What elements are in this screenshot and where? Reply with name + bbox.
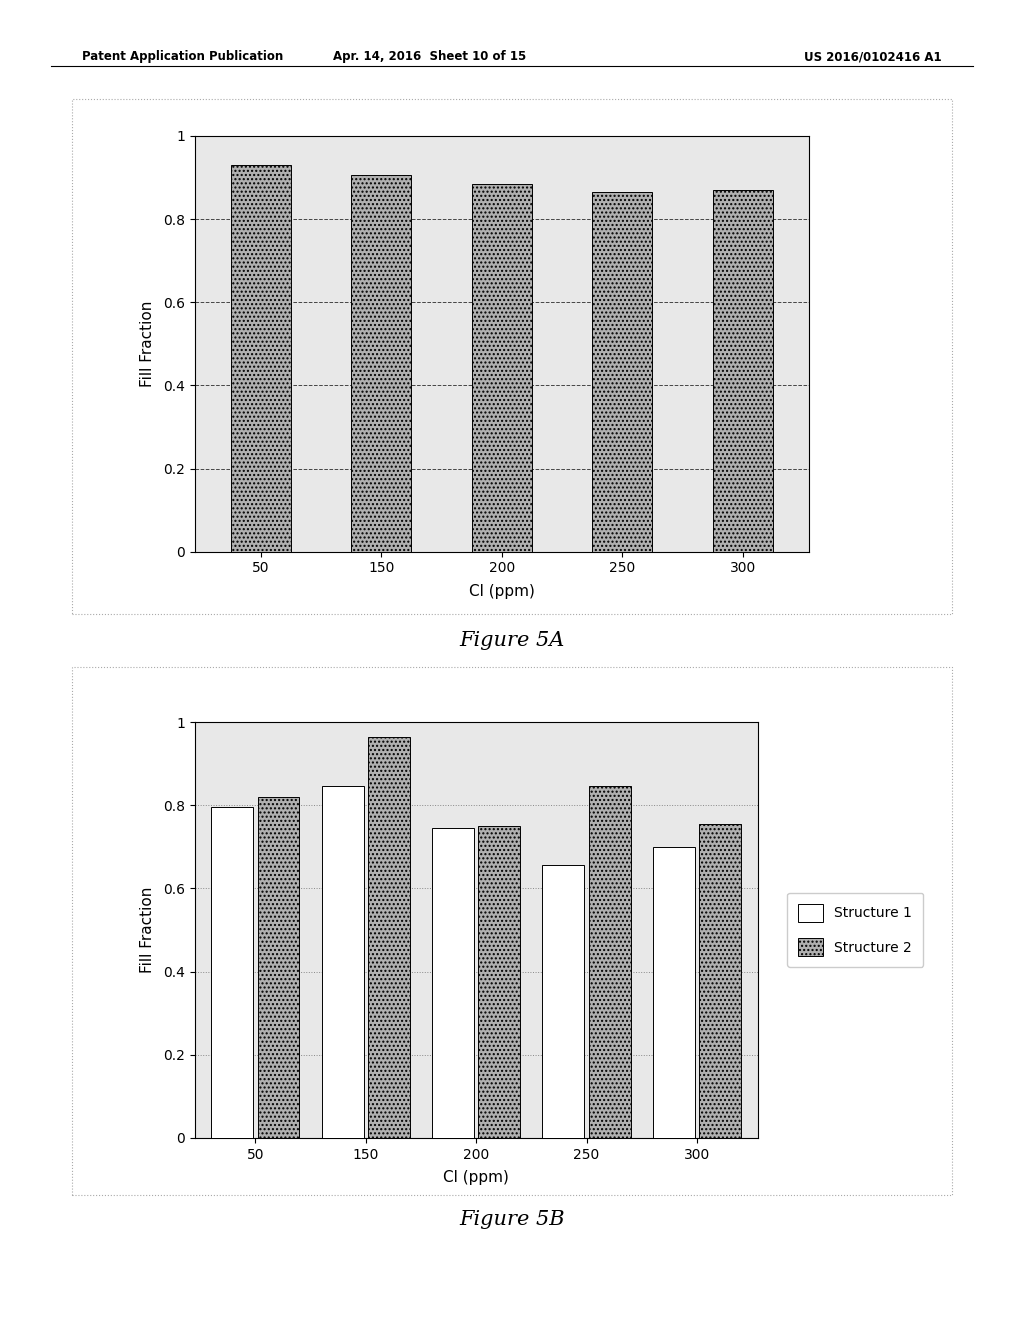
Bar [351,176,412,552]
Bar [713,190,773,552]
Bar [478,826,520,1138]
Bar [322,787,364,1138]
Bar [699,824,741,1138]
Bar [432,828,474,1138]
X-axis label: Cl (ppm): Cl (ppm) [443,1170,509,1185]
Y-axis label: Fill Fraction: Fill Fraction [139,301,155,387]
Y-axis label: Fill Fraction: Fill Fraction [139,887,155,973]
Bar [211,808,253,1138]
Bar [543,866,585,1138]
Bar [653,847,695,1138]
Bar [368,737,410,1138]
Bar [472,183,531,552]
Text: Patent Application Publication: Patent Application Publication [82,50,284,63]
Bar [589,787,631,1138]
Bar [257,797,299,1138]
Bar [592,193,652,552]
Text: US 2016/0102416 A1: US 2016/0102416 A1 [805,50,942,63]
Text: Figure 5A: Figure 5A [460,631,564,649]
Legend: Structure 1, Structure 2: Structure 1, Structure 2 [787,892,924,968]
Text: Apr. 14, 2016  Sheet 10 of 15: Apr. 14, 2016 Sheet 10 of 15 [334,50,526,63]
X-axis label: Cl (ppm): Cl (ppm) [469,583,535,599]
Text: Figure 5B: Figure 5B [459,1210,565,1229]
Bar [230,165,291,552]
